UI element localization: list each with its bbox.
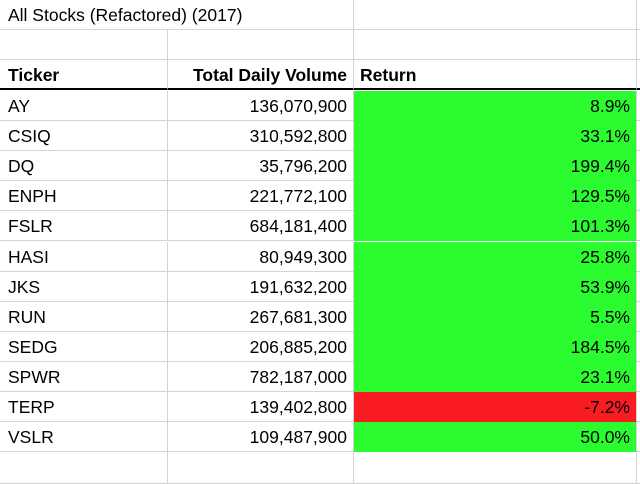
ticker-header[interactable]: Ticker (0, 60, 168, 90)
empty-cell[interactable] (354, 0, 637, 30)
ticker-cell[interactable]: SEDG (0, 331, 168, 362)
return-cell[interactable]: 129.5% (354, 181, 637, 212)
empty-cell[interactable] (637, 30, 640, 60)
ticker-cell[interactable]: AY (0, 91, 168, 121)
table-row: ENPH 221,772,100 129.5% (0, 181, 640, 212)
volume-cell[interactable]: 206,885,200 (168, 331, 354, 362)
empty-cell[interactable] (637, 151, 640, 182)
volume-cell[interactable]: 109,487,900 (168, 422, 354, 453)
empty-cell[interactable] (637, 91, 640, 121)
return-cell[interactable]: 5.5% (354, 301, 637, 332)
empty-cell[interactable] (637, 0, 640, 30)
table-row: SEDG 206,885,200 184.5% (0, 331, 640, 362)
ticker-cell[interactable]: TERP (0, 392, 168, 422)
blank-row (0, 30, 640, 60)
table-row: FSLR 684,181,400 101.3% (0, 211, 640, 242)
volume-cell[interactable]: 267,681,300 (168, 301, 354, 332)
empty-cell[interactable] (637, 332, 640, 362)
volume-cell[interactable]: 139,402,800 (168, 392, 354, 422)
table-row: DQ 35,796,200 199.4% (0, 151, 640, 182)
table-row: JKS 191,632,200 53.9% (0, 271, 640, 302)
volume-header[interactable]: Total Daily Volume (168, 60, 354, 90)
table-row: TERP 139,402,800 -7.2% (0, 392, 640, 422)
empty-cell[interactable] (637, 362, 640, 392)
return-header[interactable]: Return (354, 60, 637, 90)
table-row: HASI 80,949,300 25.8% (0, 241, 640, 272)
table-row: AY 136,070,900 8.9% (0, 91, 640, 121)
empty-cell[interactable] (637, 121, 640, 152)
empty-cell[interactable] (0, 452, 168, 484)
empty-cell[interactable] (637, 392, 640, 422)
return-cell[interactable]: 50.0% (354, 422, 637, 453)
ticker-cell[interactable]: ENPH (0, 181, 168, 212)
ticker-cell[interactable]: JKS (0, 271, 168, 302)
return-cell[interactable]: 184.5% (354, 331, 637, 362)
empty-cell[interactable] (168, 452, 354, 484)
return-cell[interactable]: 25.8% (354, 241, 637, 272)
volume-cell[interactable]: 35,796,200 (168, 151, 354, 182)
volume-cell[interactable]: 221,772,100 (168, 181, 354, 212)
return-cell[interactable]: 53.9% (354, 271, 637, 302)
ticker-cell[interactable]: DQ (0, 151, 168, 182)
header-row: Ticker Total Daily Volume Return (0, 60, 640, 90)
empty-cell[interactable] (168, 30, 354, 60)
table-row: SPWR 782,187,000 23.1% (0, 361, 640, 392)
volume-cell[interactable]: 684,181,400 (168, 211, 354, 242)
empty-cell[interactable] (637, 272, 640, 302)
volume-cell[interactable]: 136,070,900 (168, 91, 354, 121)
return-cell[interactable]: 101.3% (354, 211, 637, 242)
empty-cell[interactable] (637, 181, 640, 212)
table-row: RUN 267,681,300 5.5% (0, 301, 640, 332)
ticker-cell[interactable]: RUN (0, 301, 168, 332)
volume-cell[interactable]: 191,632,200 (168, 271, 354, 302)
empty-cell[interactable] (637, 422, 640, 453)
return-cell[interactable]: -7.2% (354, 392, 637, 422)
empty-cell[interactable] (637, 302, 640, 332)
ticker-cell[interactable]: VSLR (0, 422, 168, 453)
volume-cell[interactable]: 782,187,000 (168, 361, 354, 392)
volume-cell[interactable]: 310,592,800 (168, 121, 354, 152)
blank-row (0, 452, 640, 484)
empty-cell[interactable] (354, 452, 637, 484)
return-cell[interactable]: 23.1% (354, 361, 637, 392)
ticker-cell[interactable]: HASI (0, 241, 168, 272)
ticker-cell[interactable]: FSLR (0, 211, 168, 242)
volume-cell[interactable]: 80,949,300 (168, 241, 354, 272)
sheet-title[interactable]: All Stocks (Refactored) (2017) (0, 0, 354, 30)
table-row: CSIQ 310,592,800 33.1% (0, 121, 640, 152)
return-cell[interactable]: 8.9% (354, 91, 637, 121)
empty-cell[interactable] (0, 30, 168, 60)
table-row: VSLR 109,487,900 50.0% (0, 422, 640, 453)
empty-cell[interactable] (637, 211, 640, 242)
empty-cell[interactable] (354, 30, 637, 60)
return-cell[interactable]: 33.1% (354, 121, 637, 152)
ticker-cell[interactable]: SPWR (0, 361, 168, 392)
title-row: All Stocks (Refactored) (2017) (0, 0, 640, 30)
empty-cell[interactable] (637, 242, 640, 272)
ticker-cell[interactable]: CSIQ (0, 121, 168, 152)
return-cell[interactable]: 199.4% (354, 151, 637, 182)
empty-cell[interactable] (637, 60, 640, 90)
